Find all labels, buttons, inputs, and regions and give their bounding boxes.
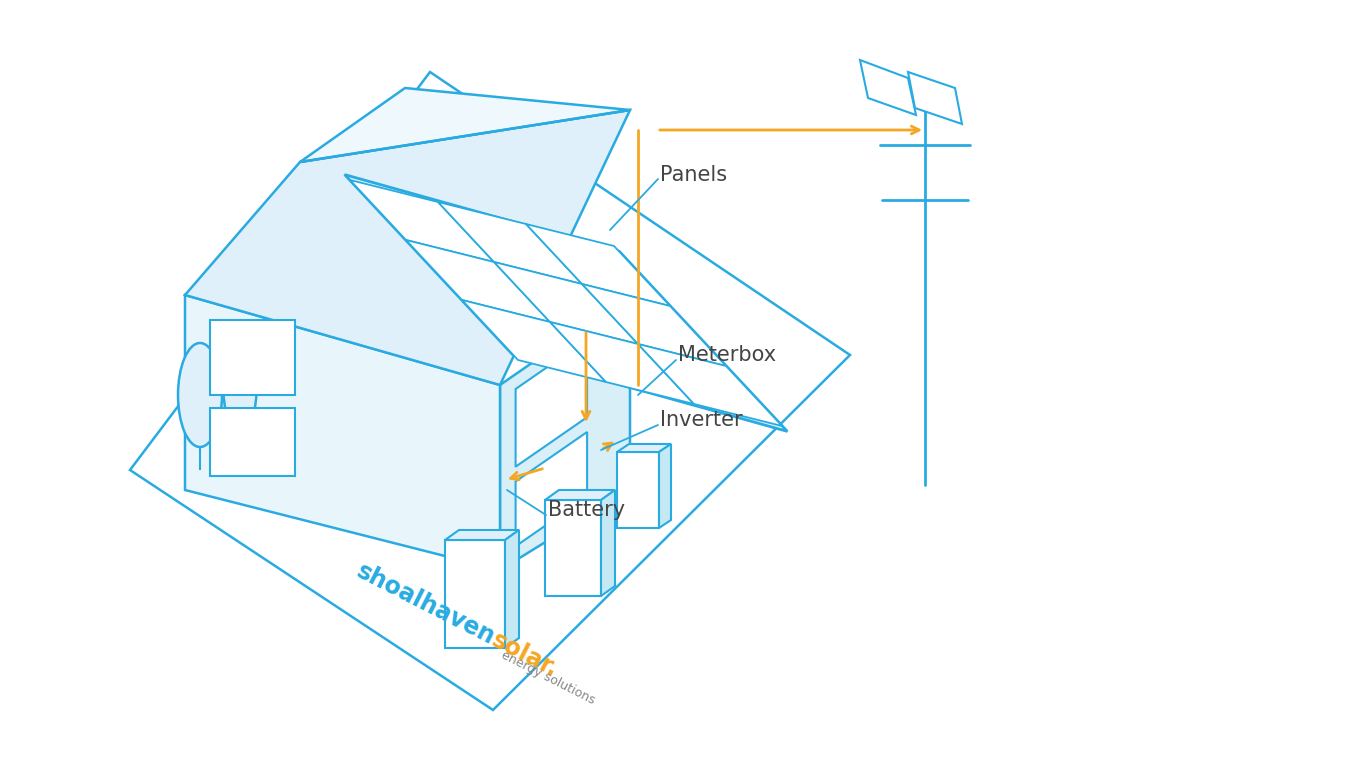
- Polygon shape: [184, 295, 500, 570]
- Polygon shape: [210, 408, 295, 476]
- Polygon shape: [301, 88, 630, 162]
- Polygon shape: [526, 224, 669, 306]
- Polygon shape: [515, 432, 587, 546]
- Text: energy solutions: energy solutions: [500, 648, 597, 707]
- Text: solar.: solar.: [488, 628, 563, 682]
- Polygon shape: [545, 500, 601, 596]
- Polygon shape: [462, 300, 607, 382]
- Polygon shape: [184, 110, 630, 385]
- Polygon shape: [505, 530, 519, 648]
- Polygon shape: [658, 444, 671, 528]
- Polygon shape: [550, 322, 694, 404]
- Polygon shape: [515, 339, 587, 467]
- Ellipse shape: [223, 322, 257, 438]
- Text: Inverter: Inverter: [660, 410, 743, 430]
- Polygon shape: [617, 452, 658, 528]
- Polygon shape: [344, 174, 787, 432]
- Polygon shape: [445, 540, 505, 648]
- Text: Panels: Panels: [660, 165, 727, 185]
- Ellipse shape: [178, 343, 223, 447]
- Polygon shape: [617, 444, 671, 452]
- Polygon shape: [445, 530, 519, 540]
- Polygon shape: [601, 490, 615, 596]
- Polygon shape: [210, 320, 295, 395]
- Polygon shape: [638, 344, 781, 426]
- Text: Battery: Battery: [548, 500, 626, 520]
- Polygon shape: [545, 490, 615, 500]
- Polygon shape: [582, 284, 725, 366]
- Text: shoalhaven: shoalhaven: [352, 559, 499, 650]
- Polygon shape: [494, 262, 638, 344]
- Polygon shape: [908, 72, 962, 124]
- Polygon shape: [861, 60, 917, 115]
- Polygon shape: [438, 202, 582, 284]
- Text: Meterbox: Meterbox: [678, 345, 776, 365]
- Polygon shape: [500, 295, 630, 570]
- Polygon shape: [350, 180, 494, 262]
- Polygon shape: [406, 240, 550, 322]
